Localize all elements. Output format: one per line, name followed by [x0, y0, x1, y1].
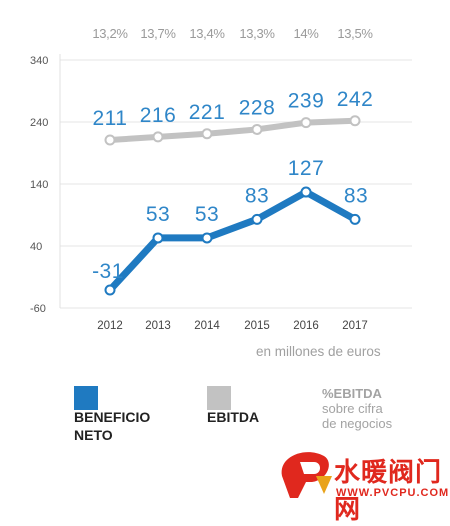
legend-pct-line1: %EBITDA	[322, 386, 382, 401]
data-point-ebitda	[104, 134, 116, 146]
legend-ebitda-line1: EBITDA	[207, 409, 260, 425]
ebitda-margin-label: 13,5%	[337, 26, 373, 41]
y-tick-label: -60	[30, 303, 46, 315]
legend-label-ebitda: EBITDA	[207, 408, 259, 426]
ebitda-margin-row: 13,2% 13,7% 13,4% 13,3% 14% 13,5%	[92, 26, 373, 41]
y-tick-label: 40	[30, 241, 42, 253]
value-label-ebitda: 211	[93, 107, 128, 130]
x-axis: 2012 2013 2014 2015 2016 2017	[97, 320, 368, 332]
data-point-ebitda	[251, 123, 263, 135]
x-tick-label: 2017	[342, 320, 368, 332]
value-label-beneficio-neto: 127	[288, 157, 325, 180]
y-tick-label: 340	[30, 55, 48, 67]
data-point-beneficio-neto	[300, 186, 312, 198]
value-label-ebitda: 242	[337, 88, 374, 111]
x-tick-label: 2012	[97, 320, 123, 332]
legend-note-pct: %EBITDA sobre cifra de negocios	[322, 386, 392, 431]
ebitda-margin-label: 13,4%	[189, 26, 225, 41]
series-line-beneficio-neto	[106, 188, 359, 294]
ebitda-margin-label: 13,2%	[92, 26, 128, 41]
legend-pct-line3: de negocios	[322, 416, 393, 431]
watermark-url: WWW.PVCPU.COM	[336, 487, 450, 499]
data-point-beneficio-neto	[251, 213, 263, 225]
data-point-ebitda	[152, 131, 164, 143]
ebitda-margin-label: 13,7%	[140, 26, 176, 41]
value-label-beneficio-neto: 53	[146, 203, 170, 226]
legend-swatch-net	[74, 386, 98, 410]
ebitda-margin-label: 14%	[293, 26, 319, 41]
y-axis: 340 240 140 40 -60	[30, 54, 61, 315]
value-label-beneficio-neto: 83	[245, 184, 269, 207]
series-line-ebitda	[107, 117, 358, 143]
data-point-beneficio-neto	[104, 284, 116, 296]
value-label-beneficio-neto: 53	[195, 203, 219, 226]
data-point-beneficio-neto	[201, 232, 213, 244]
data-point-ebitda	[349, 115, 361, 127]
value-label-ebitda: 228	[239, 96, 276, 119]
unit-note: en millones de euros	[256, 344, 381, 359]
x-tick-label: 2016	[293, 320, 319, 332]
data-point-ebitda	[201, 128, 213, 140]
x-tick-label: 2013	[145, 320, 171, 332]
series-lines	[104, 115, 361, 296]
data-point-beneficio-neto	[152, 232, 164, 244]
legend-net-line2: NETO	[74, 427, 113, 443]
legend-label-net: BENEFICIO NETO	[74, 408, 150, 444]
data-point-beneficio-neto	[349, 213, 361, 225]
x-tick-label: 2015	[244, 320, 270, 332]
x-tick-label: 2014	[194, 320, 220, 332]
value-label-beneficio-neto: 83	[344, 184, 368, 207]
line-chart: 13,2% 13,7% 13,4% 13,3% 14% 13,5% 340 240 140 40…	[30, 26, 412, 359]
value-label-ebitda: 221	[189, 101, 226, 124]
ebitda-margin-label: 13,3%	[239, 26, 275, 41]
value-label-beneficio-neto: -31	[92, 260, 124, 283]
legend-swatch-ebitda	[207, 386, 231, 410]
y-tick-label: 140	[30, 179, 48, 191]
legend-pct-line2: sobre cifra	[322, 401, 383, 416]
value-labels: -31 53 53 83 127 83 211 216 221 228 239 242	[92, 88, 373, 283]
legend-net-line1: BENEFICIO	[74, 409, 151, 425]
y-tick-label: 240	[30, 117, 48, 129]
data-point-ebitda	[300, 117, 312, 129]
value-label-ebitda: 216	[140, 104, 177, 127]
watermark-logo-icon	[281, 452, 332, 498]
value-label-ebitda: 239	[288, 90, 325, 113]
